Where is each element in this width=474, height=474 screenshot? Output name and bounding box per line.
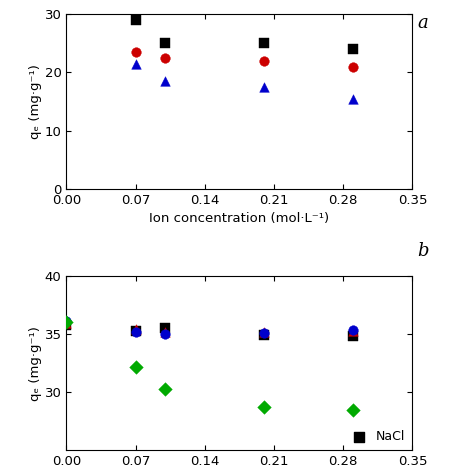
Point [260, 83, 268, 91]
Y-axis label: qₑ (mg·g⁻¹): qₑ (mg·g⁻¹) [29, 64, 42, 139]
Point [162, 330, 169, 338]
Point [132, 60, 139, 67]
Point [63, 319, 70, 327]
Text: b: b [417, 242, 428, 260]
Point [349, 328, 357, 335]
Point [63, 318, 70, 326]
Point [132, 328, 139, 336]
X-axis label: Ion concentration (mol·L⁻¹): Ion concentration (mol·L⁻¹) [149, 212, 329, 225]
Point [162, 324, 169, 331]
Point [260, 57, 268, 64]
Point [162, 328, 169, 336]
Point [162, 54, 169, 62]
Point [162, 77, 169, 85]
Point [132, 327, 139, 334]
Point [260, 329, 268, 337]
Point [132, 326, 139, 333]
Point [132, 363, 139, 370]
Point [162, 385, 169, 392]
Y-axis label: qₑ (mg·g⁻¹): qₑ (mg·g⁻¹) [29, 326, 42, 401]
Point [349, 46, 357, 53]
Point [132, 48, 139, 56]
Point [132, 16, 139, 24]
Point [63, 318, 70, 325]
Point [349, 95, 357, 102]
Point [63, 321, 70, 328]
Point [260, 403, 268, 411]
Point [349, 332, 357, 339]
Point [260, 331, 268, 339]
Text: a: a [417, 14, 428, 32]
Point [349, 326, 357, 334]
Point [162, 39, 169, 47]
Point [260, 39, 268, 47]
Point [260, 328, 268, 336]
Point [349, 406, 357, 413]
Point [349, 63, 357, 70]
Legend: NaCl: NaCl [346, 428, 406, 444]
